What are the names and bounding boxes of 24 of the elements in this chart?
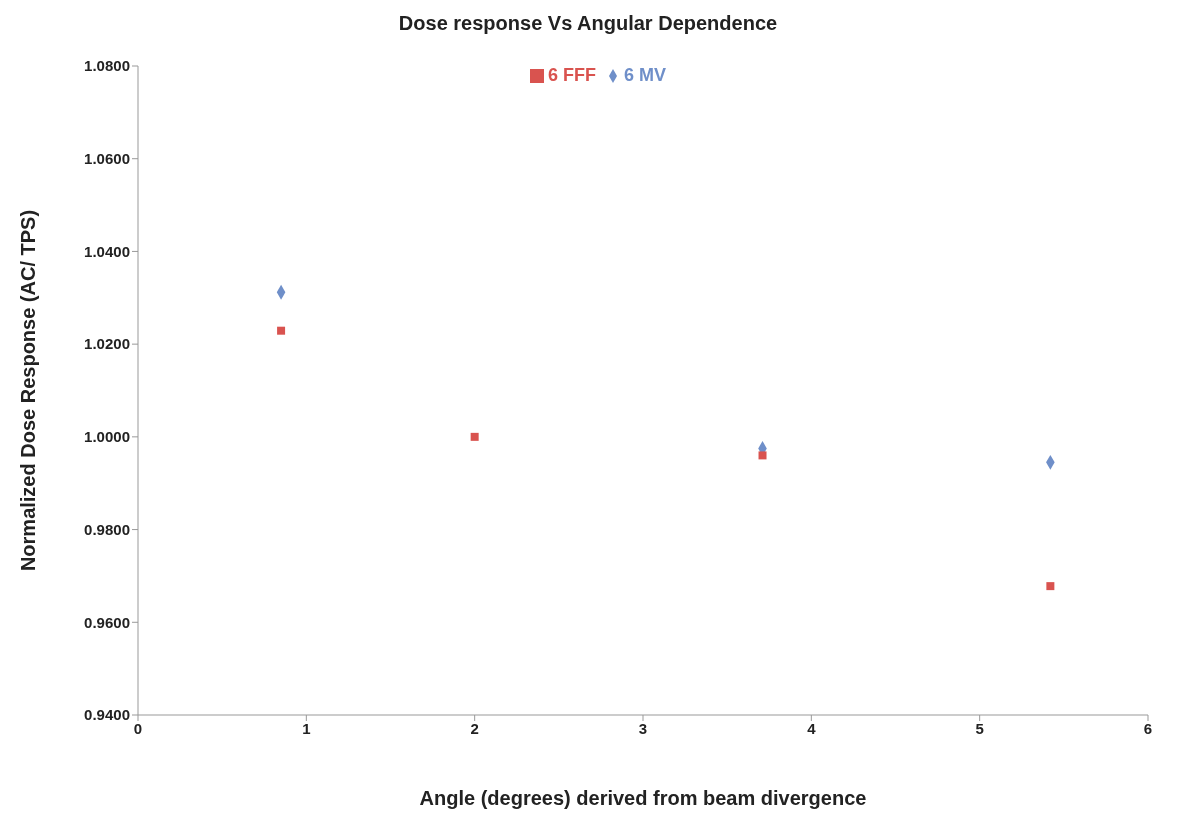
legend-label: 6 FFF (547, 65, 596, 85)
y-tick-label: 1.0600 (84, 150, 130, 168)
x-tick-label: 3 (638, 719, 648, 737)
x-tick-label: 0 (133, 719, 143, 737)
x-tick-label: 6 (1143, 719, 1153, 737)
y-tick-label: 0.9800 (84, 520, 130, 538)
x-axis-title: Angle (degrees) derived from beam divergence (419, 787, 867, 809)
point (470, 432, 479, 441)
y-axis-title: Normalized Dose Response (AC/ TPS) (17, 209, 40, 572)
y-tick-label: 0.9600 (84, 613, 130, 631)
y-tick-label: 1.0400 (84, 242, 130, 260)
x-tick-label: 2 (470, 719, 479, 737)
x-tick-label: 1 (302, 719, 311, 737)
point (1046, 582, 1055, 591)
x-tick-label: 4 (807, 719, 817, 737)
y-tick-label: 1.0800 (84, 57, 130, 75)
y-tick-label: 1.0000 (84, 428, 130, 446)
point (277, 326, 286, 335)
y-tick-label: 1.0200 (84, 335, 130, 353)
point (758, 451, 767, 460)
legend-label: 6 MV (623, 65, 666, 85)
y-tick-label: 0.9400 (84, 706, 130, 724)
x-tick-label: 5 (975, 719, 984, 737)
chart-title: Dose response Vs Angular Dependence (397, 11, 779, 35)
